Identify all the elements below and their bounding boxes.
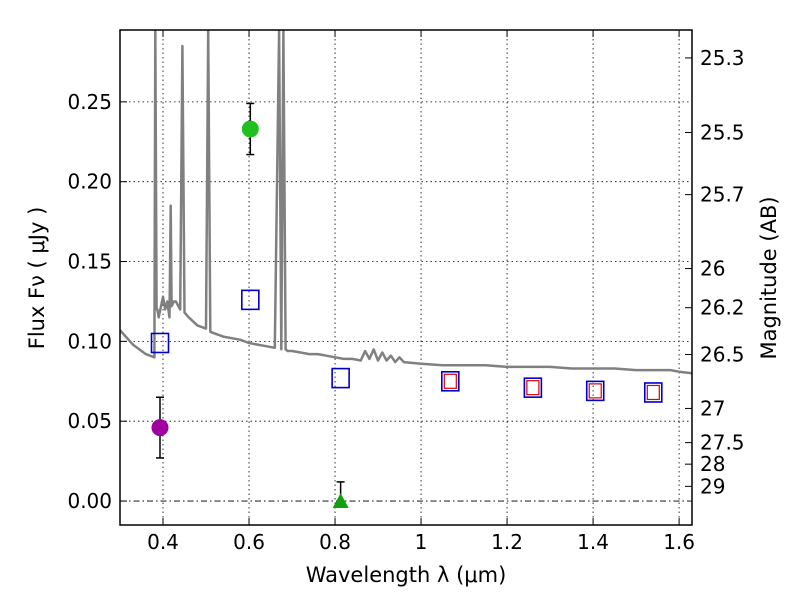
- model-synthetic-red-point: [588, 383, 602, 399]
- model-synthetic-blue-point: [585, 380, 605, 402]
- y2-tick-label: 25.5: [700, 121, 745, 145]
- y-tick-label: 0.00: [67, 489, 112, 513]
- x-tick-label: 0.6: [233, 530, 265, 554]
- model-synthetic-blue-point: [150, 332, 170, 354]
- model-synthetic-blue-point: [331, 367, 350, 389]
- y-axis-label: Flux Fν ( μJy ): [25, 207, 49, 350]
- y2-tick-label: 27: [700, 396, 725, 420]
- y2-tick-label: 26.5: [700, 342, 745, 366]
- y2-tick-label: 25.3: [700, 46, 745, 70]
- y2-tick-label: 28: [700, 452, 725, 476]
- upper-limit-green-point: [332, 493, 349, 509]
- x-tick-label: 1.6: [663, 530, 695, 554]
- axes: 0.4 0.6 0.8 1 1.2 1.4 1.6 0.00 0.05 0.10 0.15 0.20 0…: [67, 30, 745, 554]
- y2-tick-label: 26: [700, 257, 725, 281]
- y-tick-label: 0.05: [67, 409, 112, 433]
- observed-magenta-point: [151, 419, 169, 437]
- model-synthetic-red-point: [526, 380, 540, 396]
- y2-axis-label: Magnitude (AB): [757, 196, 781, 359]
- y-tick-label: 0.10: [67, 329, 112, 353]
- model-synthetic-red-point: [443, 373, 457, 389]
- observed-green-point: [241, 120, 259, 138]
- model-synthetic-blue-point: [643, 382, 663, 403]
- model-synthetic-blue-point: [440, 370, 460, 392]
- plot-frame: [119, 29, 693, 526]
- y-tick-label: 0.20: [67, 170, 112, 194]
- y2-tick-label: 26.2: [700, 296, 745, 320]
- x-tick-label: 1: [415, 530, 428, 554]
- plot-area: [120, 30, 692, 509]
- y2-tick-label: 27.5: [700, 431, 745, 455]
- y-tick-label: 0.15: [67, 250, 112, 274]
- model-spectrum: [120, 30, 692, 375]
- x-axis-label: Wavelength λ (μm): [306, 563, 507, 587]
- y2-tick-label: 25.7: [700, 183, 745, 207]
- grid: [120, 30, 692, 525]
- model-synthetic-blue-point: [523, 377, 543, 398]
- y2-tick-label: 29: [700, 474, 725, 498]
- y-tick-label: 0.25: [67, 90, 112, 114]
- x-tick-label: 0.4: [147, 530, 179, 554]
- x-tick-label: 1.4: [577, 530, 609, 554]
- x-tick-label: 0.8: [319, 530, 351, 554]
- model-synthetic-blue-point: [241, 289, 260, 311]
- model-synthetic-red-point: [646, 384, 660, 401]
- x-tick-label: 1.2: [491, 530, 523, 554]
